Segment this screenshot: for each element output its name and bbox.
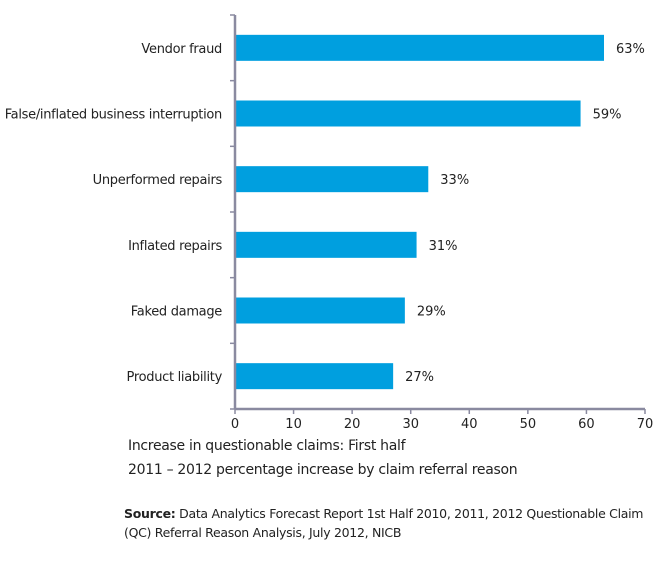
chart-caption-line-2: 2011 – 2012 percentage increase by claim… [128, 462, 518, 478]
data-label: 29% [417, 305, 446, 320]
bar-chart: Vendor fraud 63% False/inflated business i… [5, 14, 654, 430]
x-tick-label: 0 [231, 417, 239, 430]
data-label: 31% [429, 239, 458, 254]
bar [235, 166, 429, 193]
x-tick-label: 40 [461, 417, 478, 430]
data-label: 59% [593, 108, 622, 123]
category-label: Faked damage [131, 305, 222, 320]
category-label: False/inflated business interruption [5, 108, 222, 123]
source-label: Source: [124, 506, 176, 521]
bar [235, 363, 394, 390]
x-tick-label: 30 [402, 417, 419, 430]
x-tick-label: 20 [344, 417, 361, 430]
data-label: 33% [440, 173, 469, 188]
source-text: Data Analytics Forecast Report 1st Half … [124, 506, 644, 540]
bar [235, 231, 417, 258]
bar [235, 34, 604, 61]
data-label: 63% [616, 42, 645, 57]
bar [235, 100, 581, 127]
bar [235, 297, 405, 324]
chart-caption-line-1: Increase in questionable claims: First h… [128, 438, 406, 454]
category-label: Product liability [127, 370, 223, 385]
category-label: Inflated repairs [128, 239, 222, 254]
x-tick-label: 50 [520, 417, 537, 430]
category-label: Vendor fraud [141, 42, 222, 57]
category-label: Unperformed repairs [93, 173, 223, 188]
x-tick-label: 70 [637, 417, 654, 430]
x-tick-label: 60 [578, 417, 595, 430]
data-label: 27% [405, 370, 434, 385]
source-note: Source: Data Analytics Forecast Report 1… [124, 504, 644, 542]
x-tick-label: 10 [285, 417, 302, 430]
